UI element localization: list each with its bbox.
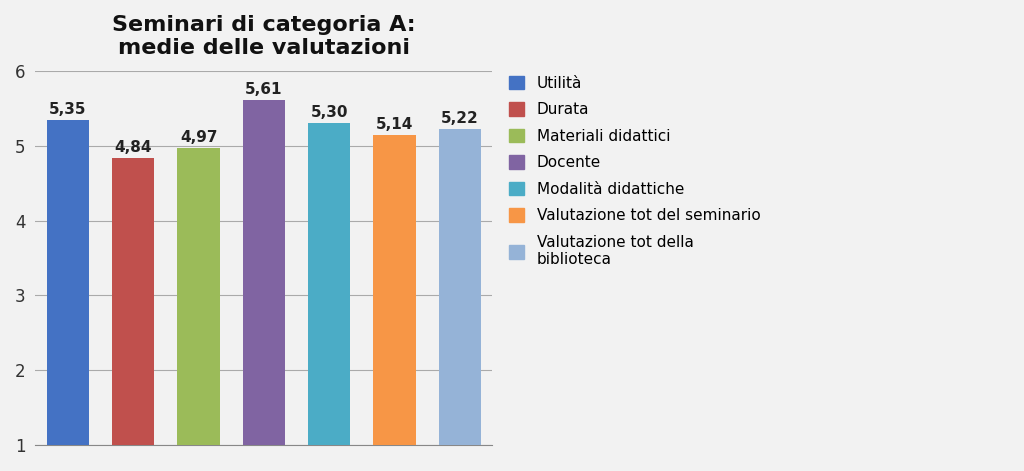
Text: 5,14: 5,14 [376, 117, 413, 132]
Bar [112, 158, 155, 445]
Text: 4,84: 4,84 [115, 140, 152, 154]
Bar [373, 135, 416, 445]
Text: 4,97: 4,97 [180, 130, 217, 145]
Bar [438, 129, 481, 445]
Legend: Utilità, Durata, Materiali didattici, Docente, Modalità didattiche, Valutazione : Utilità, Durata, Materiali didattici, Do… [505, 71, 765, 272]
Text: 5,30: 5,30 [310, 105, 348, 120]
Text: 5,35: 5,35 [49, 102, 87, 116]
Bar [177, 148, 220, 445]
Title: Seminari di categoria A:
medie delle valutazioni: Seminari di categoria A: medie delle val… [112, 15, 416, 58]
Text: 5,22: 5,22 [441, 111, 478, 126]
Bar [308, 123, 350, 445]
Text: 5,61: 5,61 [245, 82, 283, 97]
Bar [243, 100, 285, 445]
Bar [47, 120, 89, 445]
